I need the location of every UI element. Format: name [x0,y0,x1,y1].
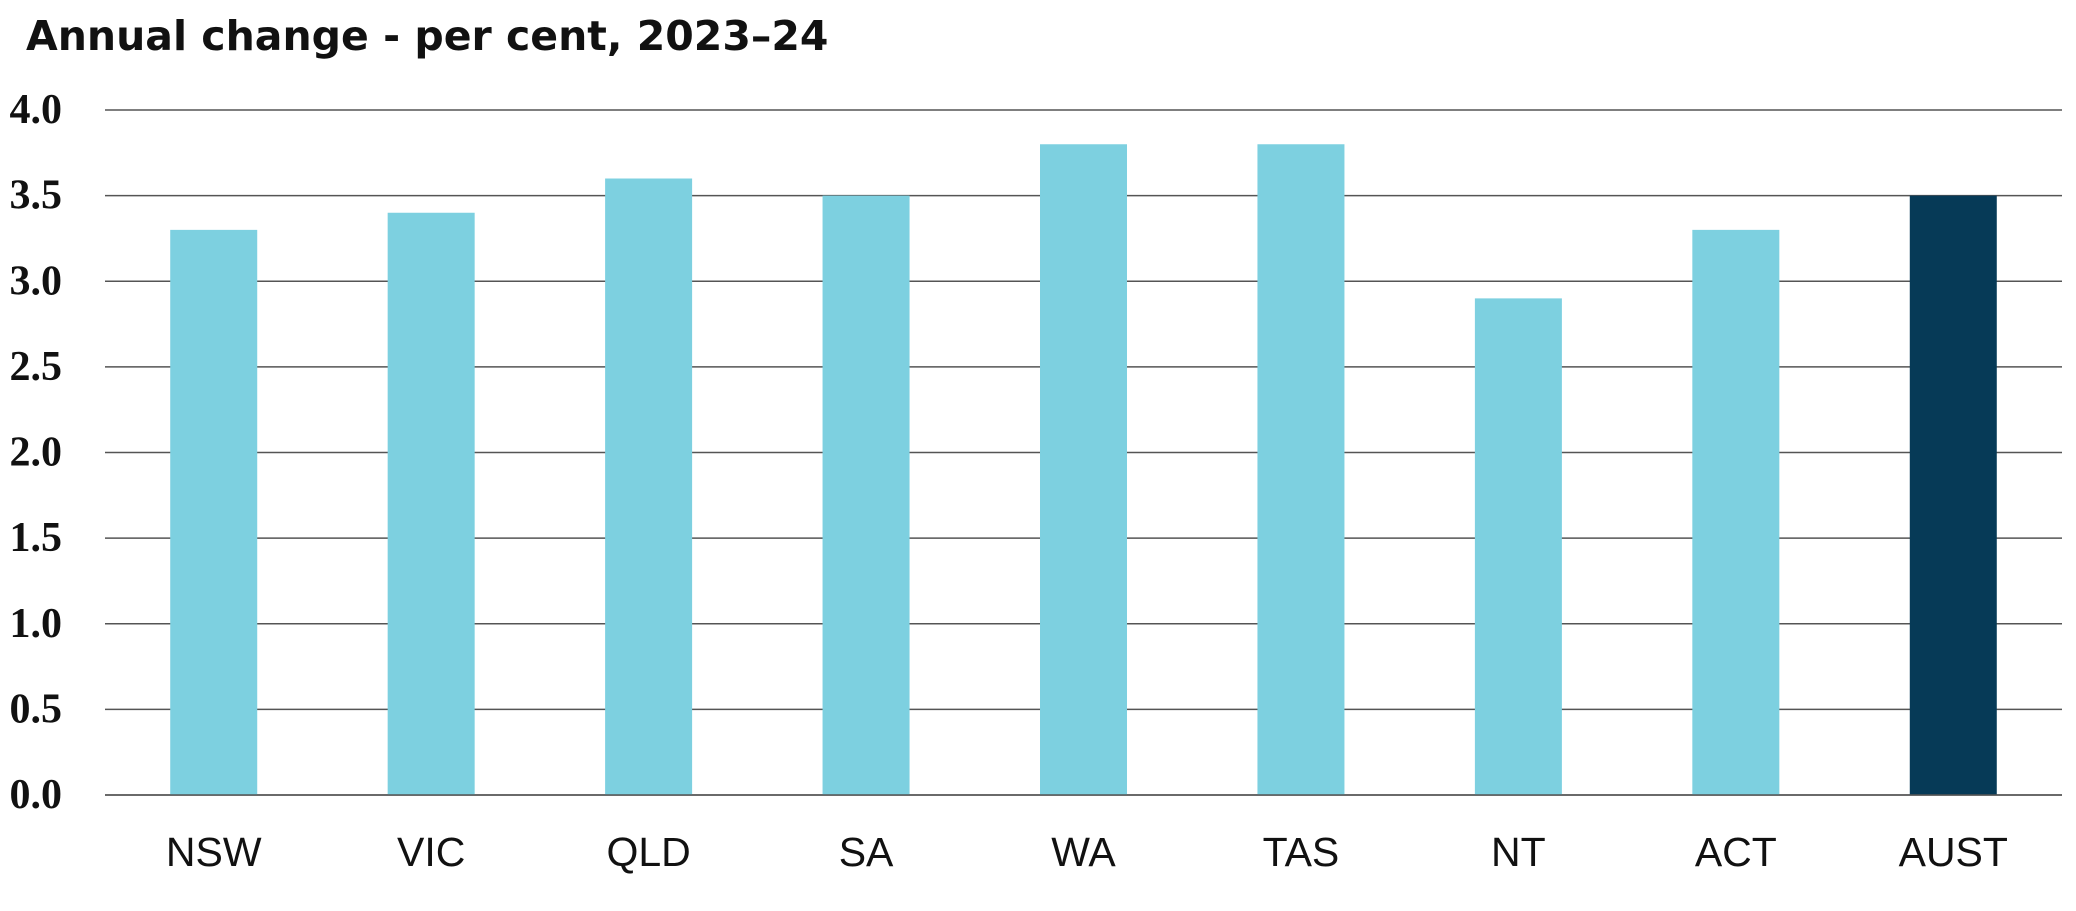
x-tick-label: QLD [606,829,690,875]
x-tick-label: ACT [1695,829,1777,875]
x-tick-label: TAS [1263,829,1340,875]
chart-title: Annual change - per cent, 2023–24 [26,12,829,60]
y-axis-ticks: 0.0 0.5 1.0 1.5 2.0 2.5 3.0 3.5 4.0 [10,87,63,818]
y-tick-label: 0.5 [10,686,63,732]
bar-aust [1909,195,1997,795]
bar-wa [1040,144,1127,795]
bar-sa [822,195,910,795]
x-tick-label: VIC [397,829,465,875]
bar-nt [1474,298,1562,795]
x-tick-label: WA [1051,829,1116,875]
y-tick-label: 1.0 [10,601,63,647]
y-tick-label: 3.0 [10,258,63,304]
bar-act [1692,229,1780,795]
x-tick-label: SA [839,829,894,875]
bar-nsw [170,229,258,795]
y-tick-label: 3.5 [10,173,63,219]
x-tick-label: NSW [166,829,262,875]
y-tick-label: 1.5 [10,515,63,561]
bar-tas [1257,144,1345,795]
x-axis-ticks: NSW VIC QLD SA WA TAS NT ACT AUST [166,829,2008,875]
x-tick-label: AUST [1899,829,2008,875]
bars [105,144,2062,796]
bar-qld [605,178,693,795]
y-tick-label: 0.0 [10,772,63,818]
bar-vic [387,212,475,795]
y-tick-label: 2.5 [10,344,63,390]
y-tick-label: 4.0 [10,87,63,133]
x-tick-label: NT [1491,829,1546,875]
y-tick-label: 2.0 [10,430,63,476]
